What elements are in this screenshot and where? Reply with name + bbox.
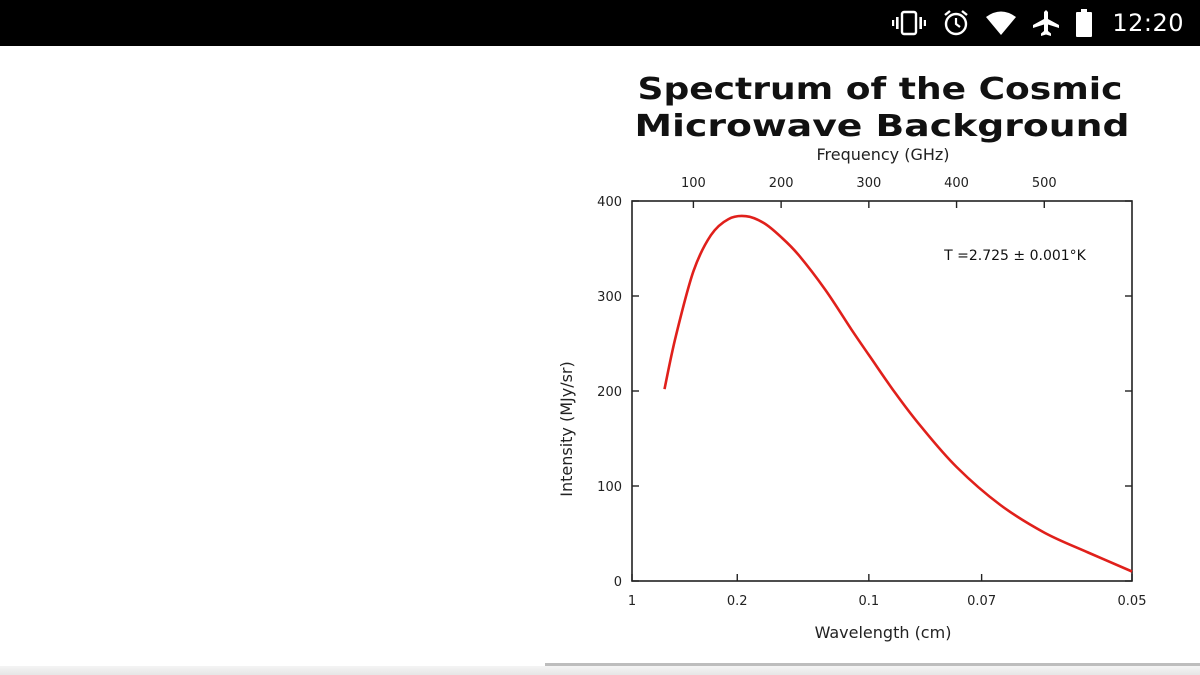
- top-tick-label: 300: [856, 176, 881, 191]
- y-tick-label: 100: [597, 480, 622, 495]
- y-tick-label: 200: [597, 385, 622, 400]
- airplane-mode-icon: [1032, 9, 1060, 37]
- top-tick-label: 400: [944, 176, 969, 191]
- top-tick-label: 500: [1032, 176, 1057, 191]
- battery-icon: [1076, 9, 1093, 37]
- y-tick-label: 400: [597, 195, 622, 210]
- axes-layer: 0 100 200 300 400 1 0.2 0.1 0.07 0.05 100 200 300 400…: [597, 176, 1146, 609]
- image-viewer[interactable]: [0, 46, 1200, 675]
- x-tick-label: 0.2: [727, 594, 748, 609]
- y-tick-label: 0: [614, 575, 622, 590]
- alarm-icon: [942, 9, 970, 37]
- x-tick-label: 0.05: [1118, 594, 1147, 609]
- vibrate-icon: [892, 10, 927, 36]
- top-tick-label: 200: [769, 176, 794, 191]
- bottom-divider: [545, 663, 1200, 666]
- bottom-edge: [0, 666, 1200, 675]
- status-icons: 12:20: [892, 0, 1184, 46]
- y-tick-label: 300: [597, 290, 622, 305]
- top-axis-label: Frequency (GHz): [816, 145, 949, 164]
- chart-title-line-2: Microwave Background: [635, 109, 1130, 144]
- top-tick-label: 100: [681, 176, 706, 191]
- status-bar: 12:20: [0, 0, 1200, 46]
- x-tick-label: 0.1: [858, 594, 879, 609]
- cmb-intensity-curve: [663, 214, 1133, 573]
- x-axis-label: Wavelength (cm): [815, 623, 952, 642]
- chart-svg: Spectrum of the Cosmic Microwave Backgro…: [557, 72, 1146, 642]
- x-tick-label: 0.07: [967, 594, 996, 609]
- temperature-annotation: T =2.725 ± 0.001°K: [943, 248, 1087, 264]
- status-time: 12:20: [1112, 9, 1184, 37]
- cmb-spectrum-chart: Spectrum of the Cosmic Microwave Backgro…: [545, 46, 1185, 664]
- x-tick-label: 1: [628, 594, 636, 609]
- wifi-icon: [986, 11, 1017, 35]
- chart-title-line-1: Spectrum of the Cosmic: [638, 72, 1123, 107]
- y-axis-label: Intensity (MJy/sr): [557, 361, 576, 497]
